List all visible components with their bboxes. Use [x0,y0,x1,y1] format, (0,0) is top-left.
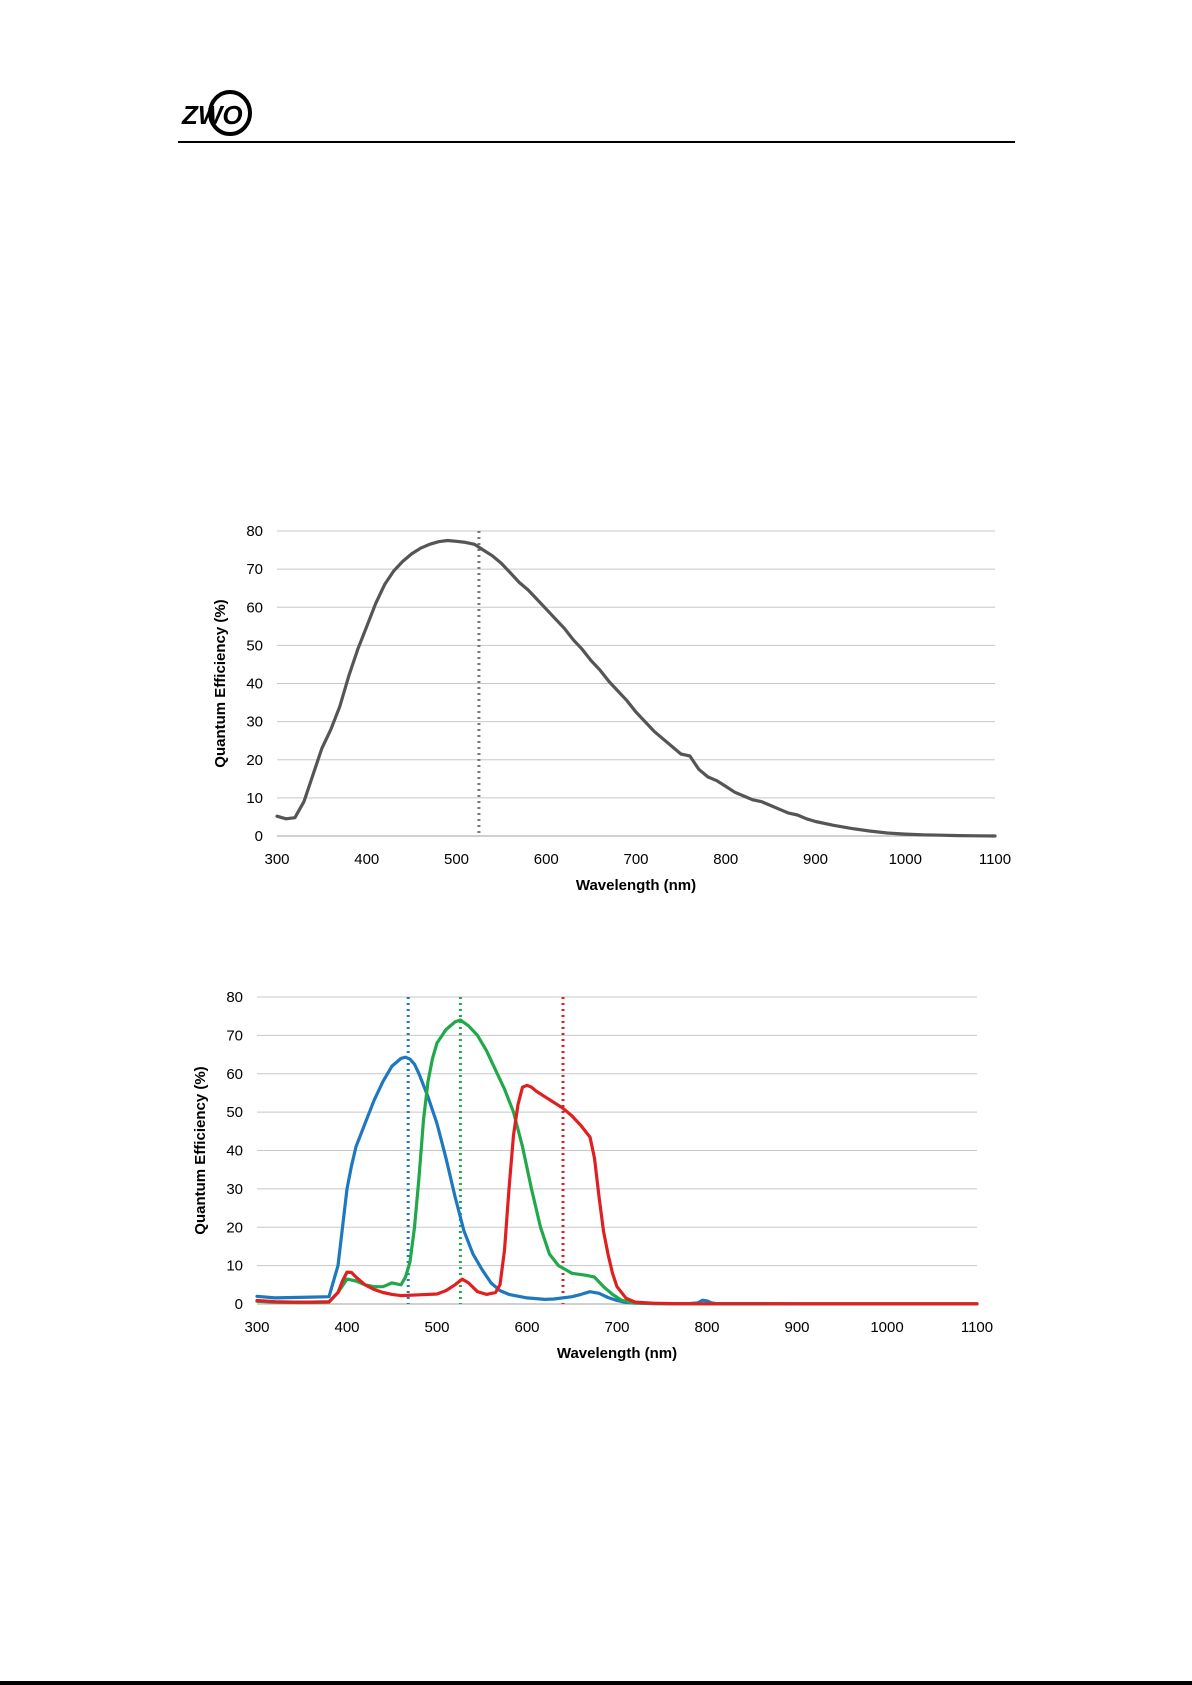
y-axis-label: Quantum Efficiency (%) [212,599,229,767]
y-tick-label: 50 [226,1104,243,1121]
y-tick-label: 30 [246,714,263,731]
color-qe-chart: 0 10 20 30 40 50 60 70 80 300 400 500 600 700 800 900 10… [192,989,993,1362]
y-tick-label: 20 [246,752,263,769]
x-tick-label: 500 [444,851,469,868]
y-tick-label: 70 [226,1027,243,1044]
x-tick-label: 1100 [979,851,1011,868]
x-tick-label: 300 [244,1319,269,1336]
footer-rule [0,1681,1192,1685]
x-tick-label: 1000 [870,1319,903,1336]
x-tick-label: 1000 [889,851,922,868]
y-tick-label: 40 [246,676,263,693]
y-tick-label: 80 [246,523,263,540]
y-tick-label: 10 [246,790,263,807]
x-tick-label: 700 [623,851,648,868]
y-tick-label: 60 [226,1066,243,1083]
x-tick-label: 900 [784,1319,809,1336]
x-tick-label: 600 [514,1319,539,1336]
x-tick-label: 400 [334,1319,359,1336]
logo-text: ZWO [181,100,243,130]
x-tick-label: 500 [424,1319,449,1336]
x-axis-label: Wavelength (nm) [576,877,696,894]
y-tick-label: 40 [226,1143,243,1160]
x-tick-label: 800 [713,851,738,868]
x-tick-label: 600 [534,851,559,868]
y-tick-label: 60 [246,599,263,616]
x-axis-label: Wavelength (nm) [557,1345,677,1362]
x-tick-label: 700 [604,1319,629,1336]
mono-qe-chart: 0 10 20 30 40 50 60 70 80 300 400 500 600 700 800 900 10… [212,523,1011,894]
x-tick-label: 400 [354,851,379,868]
header-rule [178,141,1015,143]
y-tick-label: 70 [246,561,263,578]
y-tick-label: 30 [226,1181,243,1198]
y-tick-label: 50 [246,637,263,654]
series-line [255,1083,979,1306]
y-tick-label: 80 [226,989,243,1006]
y-tick-label: 0 [255,828,263,845]
y-tick-label: 0 [235,1296,243,1313]
zwo-logo: ZWO [178,86,258,140]
y-axis-label: Quantum Efficiency (%) [192,1066,209,1234]
x-tick-label: 900 [803,851,828,868]
series-line [255,1018,979,1306]
series-line [255,1055,979,1306]
x-tick-label: 1100 [961,1319,993,1336]
series-line [275,538,997,838]
x-tick-label: 800 [694,1319,719,1336]
y-tick-label: 10 [226,1258,243,1275]
x-tick-label: 300 [264,851,289,868]
zwo-logo-graphic: ZWO [181,90,252,136]
y-tick-label: 20 [226,1219,243,1236]
